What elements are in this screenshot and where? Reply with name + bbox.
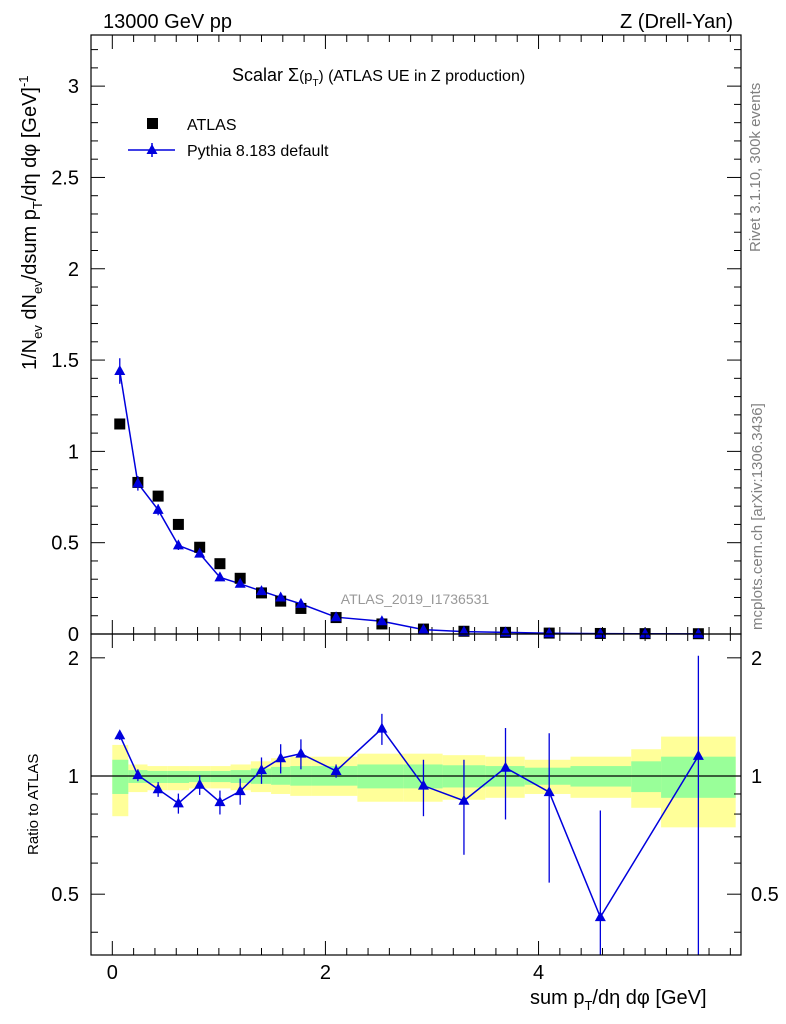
header-left: 13000 GeV pp [103,11,232,33]
ratio-band-green [112,759,129,794]
pythia-point [255,585,267,596]
atlas-point [172,518,184,530]
main-ytick-label: 2.5 [51,167,79,189]
ratio-ytick-label-right: 1 [751,766,762,788]
atlas-point [214,558,226,570]
ratio-band-green [167,770,190,783]
pythia-point [152,503,164,514]
pythia-point [275,591,287,602]
main-ytick-label: 0.5 [51,533,79,555]
analysis-watermark: ATLAS_2019_I1736531 [341,591,490,607]
rivet-label: Rivet 3.1.10, 300k events [747,83,764,252]
pythia-point [376,615,388,626]
ratio-ytick-label-right: 2 [751,648,762,670]
atlas-point [194,541,206,553]
pythia-point [417,623,429,634]
ratio-frame [90,633,742,956]
ratio-point [172,797,184,808]
ratio-point [255,764,267,775]
x-axis-label: sum pT/dη dφ [GeV] [530,987,707,1013]
legend-marker-atlas [147,118,158,129]
ratio-point [458,794,470,805]
legend: ATLAS Pythia 8.183 default [128,117,329,160]
ratio-point [114,729,126,740]
ratio-ytick-label-left: 1 [68,766,79,788]
ratio-point [692,749,704,760]
mcplots-label: mcplots.cern.ch [arXiv:1306.3436] [749,403,766,630]
pythia-point [458,625,470,636]
main-title: Scalar Σ(pT) (ATLAS UE in Z production) [232,65,525,89]
x-tick-label: 4 [533,962,544,984]
ratio-point [132,769,144,780]
pythia-point [194,547,206,558]
legend-marker-pythia [146,144,158,154]
header-right: Z (Drell-Yan) [620,11,733,33]
ratio-point [275,752,287,763]
ratio-point [295,747,307,758]
ratio-panel: 0.5 0.5 1 1 2 2 0 2 4 [51,633,779,984]
pythia-point [594,627,606,638]
ratio-band-green [631,761,662,793]
main-ytick-label: 1 [68,441,79,463]
ratio-point [152,783,164,794]
main-ytick-label: 2 [68,259,79,281]
pythia-point [234,577,246,588]
legend-label-atlas: ATLAS [187,117,237,134]
pythia-point [639,627,651,638]
pythia-point [114,365,126,376]
atlas-point [152,490,164,502]
ratio-point [214,796,226,807]
pythia-point [330,611,342,622]
x-tick-label: 0 [107,962,118,984]
main-ytick-label: 3 [68,76,79,98]
main-ytick-label: 0 [68,624,79,646]
ratio-ytick-label-right: 0.5 [751,884,779,906]
atlas-point [114,418,126,430]
ratio-ytick-label-left: 2 [68,648,79,670]
pythia-point [214,571,226,582]
legend-label-pythia: Pythia 8.183 default [187,143,329,160]
ratio-point [594,911,606,922]
ratio-point [543,786,555,797]
ratio-line [119,727,700,919]
x-tick-label: 2 [320,962,331,984]
ratio-ytick-label-left: 0.5 [51,884,79,906]
ratio-band-green [147,770,168,783]
pythia-point [132,477,144,488]
pythia-point [295,597,307,608]
pythia-point [692,627,704,638]
ratio-point [500,761,512,772]
ratio-point [234,785,246,796]
ratio-ylabel: Ratio to ATLAS [25,754,42,855]
ratio-point [417,779,429,790]
ratio-point [330,764,342,775]
pythia-point [172,539,184,550]
main-ytick-label: 1.5 [51,350,79,372]
main-ylabel: 1/Nev dNev/dsum pT/dη dφ [GeV]-1 [16,75,45,370]
ratio-point [194,778,206,789]
pythia-point [543,627,555,638]
ratio-point [376,722,388,733]
atlas-point [295,602,307,614]
